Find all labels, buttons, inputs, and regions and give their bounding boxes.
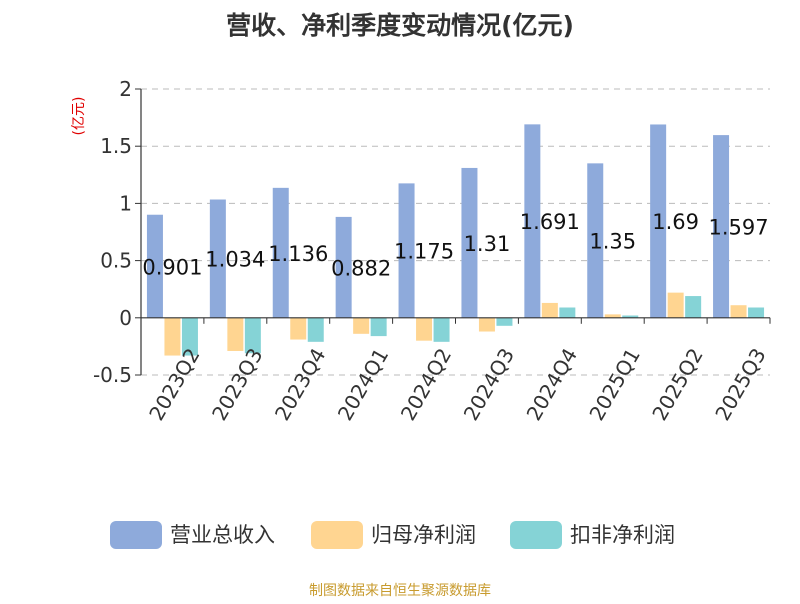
x-tick-label-group: 2025Q3: [710, 344, 770, 425]
legend-swatch: [311, 521, 363, 549]
data-label: 0.901: [142, 255, 202, 279]
bar-2: [227, 317, 244, 351]
legend-label: 营业总收入: [170, 523, 275, 547]
bar-1: [272, 187, 289, 318]
x-tick-label-group: 2023Q3: [207, 344, 267, 425]
x-tick-label: 2025Q1: [584, 344, 644, 425]
data-label: 1.136: [268, 242, 328, 266]
x-tick-label: 2023Q2: [144, 344, 204, 425]
bar-1: [524, 124, 541, 318]
y-tick-label: 1.5: [100, 134, 132, 158]
bar-1: [650, 124, 667, 318]
x-tick-label-group: 2025Q1: [584, 344, 644, 425]
x-tick-label-group: 2024Q4: [522, 344, 582, 425]
source-note: 制图数据来自恒生聚源数据库: [309, 583, 491, 599]
bar-2: [478, 317, 495, 332]
bar-1: [146, 214, 163, 318]
bar-2: [290, 317, 307, 340]
x-tick-label: 2024Q3: [459, 344, 519, 425]
bar-3: [748, 307, 765, 318]
x-tick-label: 2025Q2: [647, 344, 707, 425]
bar-1: [461, 167, 478, 318]
bar-2: [604, 314, 621, 318]
bar-3: [622, 315, 639, 318]
bar-1: [713, 135, 730, 318]
y-axis-unit-label: (亿元): [71, 97, 87, 136]
bar-2: [730, 305, 747, 318]
x-tick-label: 2023Q3: [207, 344, 267, 425]
legend-label: 归母净利润: [371, 523, 476, 547]
x-tick-label-group: 2023Q2: [144, 344, 204, 425]
bar-3: [685, 296, 702, 318]
data-label: 1.35: [589, 230, 636, 254]
chart-title: 营收、净利季度变动情况(亿元): [226, 11, 574, 40]
bar-3: [496, 317, 513, 326]
bar-1: [209, 199, 226, 318]
data-label: 0.882: [331, 256, 391, 280]
y-tick-label: -0.5: [93, 363, 132, 387]
y-tick-label: 0.5: [100, 249, 132, 273]
bar-1: [587, 163, 604, 318]
bar-2: [164, 317, 181, 356]
data-label: 1.31: [464, 232, 511, 256]
x-tick-label: 2025Q3: [710, 344, 770, 425]
data-label: 1.034: [205, 248, 265, 272]
x-tick-label-group: 2024Q3: [459, 344, 519, 425]
legend-swatch: [110, 521, 162, 549]
bar-2: [353, 317, 370, 334]
x-tick-label: 2024Q2: [396, 344, 456, 425]
bar-2: [541, 302, 558, 318]
legend: 营业总收入 归母净利润 扣非净利润: [110, 521, 675, 549]
bar-3: [370, 317, 387, 337]
y-tick-label: 0: [119, 306, 132, 330]
bar-2: [667, 292, 684, 318]
data-label: 1.69: [652, 210, 699, 234]
data-label: 1.175: [394, 240, 454, 264]
x-tick-label-group: 2025Q2: [647, 344, 707, 425]
bar-2: [416, 317, 433, 341]
legend-swatch: [510, 521, 562, 549]
bar-3: [244, 317, 261, 354]
x-tick-label: 2024Q1: [333, 344, 393, 425]
grid-lines: [141, 88, 770, 376]
bar-3: [181, 317, 198, 356]
y-tick-label: 2: [119, 77, 132, 101]
legend-label: 扣非净利润: [570, 523, 675, 547]
bar-1: [398, 183, 415, 318]
bar-3: [307, 317, 324, 342]
x-tick-label-group: 2024Q1: [333, 344, 393, 425]
bar-1: [335, 216, 352, 318]
bars: [146, 124, 765, 356]
x-tick-label-group: 2023Q4: [270, 344, 330, 425]
data-label: 1.597: [708, 215, 768, 239]
x-tick-label-group: 2024Q2: [396, 344, 456, 425]
x-tick-label: 2023Q4: [270, 344, 330, 425]
data-label: 1.691: [520, 210, 580, 234]
y-tick-label: 1: [119, 191, 132, 215]
x-tick-label: 2024Q4: [522, 344, 582, 425]
bar-3: [433, 317, 450, 342]
bar-3: [559, 307, 576, 318]
